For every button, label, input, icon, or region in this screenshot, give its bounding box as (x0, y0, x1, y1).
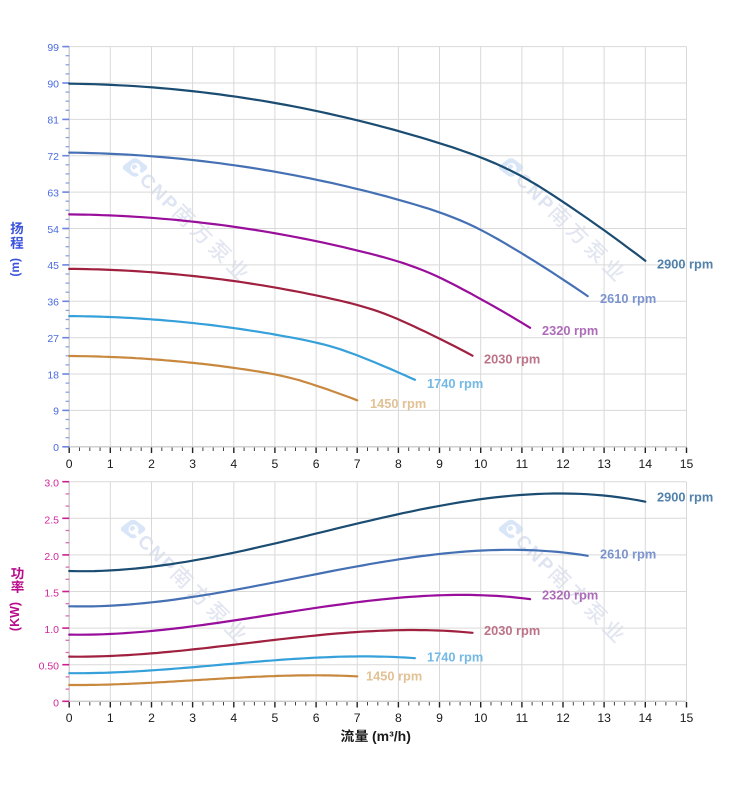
svg-text:1450 rpm: 1450 rpm (366, 669, 422, 684)
svg-text:2.0: 2.0 (44, 551, 59, 563)
svg-text:36: 36 (47, 297, 59, 309)
svg-text:0.50: 0.50 (39, 661, 60, 673)
svg-text:15: 15 (680, 457, 694, 471)
svg-text:90: 90 (47, 78, 59, 90)
svg-text:1450 rpm: 1450 rpm (370, 396, 426, 411)
svg-text:99: 99 (47, 42, 59, 54)
svg-text:14: 14 (639, 711, 653, 725)
svg-text:0: 0 (66, 457, 73, 471)
svg-text:8: 8 (395, 457, 402, 471)
svg-text:2.5: 2.5 (44, 514, 59, 526)
svg-text:54: 54 (47, 224, 59, 236)
svg-text:13: 13 (597, 457, 611, 471)
svg-text:18: 18 (47, 369, 59, 381)
svg-text:1.5: 1.5 (44, 588, 59, 600)
svg-text:11: 11 (516, 457, 529, 471)
svg-text:13: 13 (597, 711, 611, 725)
svg-text:72: 72 (47, 151, 59, 163)
svg-text:2900 rpm: 2900 rpm (657, 490, 713, 505)
svg-text:9: 9 (436, 457, 443, 471)
svg-text:4: 4 (230, 711, 237, 725)
svg-text:(m): (m) (8, 258, 22, 277)
svg-text:5: 5 (272, 457, 279, 471)
svg-text:6: 6 (313, 457, 320, 471)
svg-text:12: 12 (556, 711, 570, 725)
svg-text:27: 27 (47, 333, 59, 345)
svg-text:2320 rpm: 2320 rpm (542, 323, 598, 338)
svg-text:6: 6 (313, 711, 320, 725)
svg-text:3.0: 3.0 (44, 478, 59, 490)
svg-text:4: 4 (230, 457, 237, 471)
svg-text:45: 45 (47, 260, 59, 272)
svg-text:2: 2 (148, 711, 155, 725)
svg-text:7: 7 (354, 457, 361, 471)
svg-text:3: 3 (189, 457, 196, 471)
svg-text:0: 0 (66, 711, 73, 725)
svg-text:(m³/h): (m³/h) (372, 728, 411, 744)
svg-text:9: 9 (53, 406, 59, 418)
svg-text:5: 5 (272, 711, 279, 725)
svg-text:(KW): (KW) (8, 602, 22, 631)
svg-text:0: 0 (53, 442, 59, 454)
svg-text:2: 2 (148, 457, 155, 471)
svg-text:10: 10 (474, 711, 488, 725)
svg-text:8: 8 (395, 711, 402, 725)
svg-text:2320 rpm: 2320 rpm (542, 587, 598, 602)
svg-text:2610 rpm: 2610 rpm (600, 291, 656, 306)
svg-text:1: 1 (107, 457, 114, 471)
svg-text:2030 rpm: 2030 rpm (484, 352, 540, 367)
svg-text:1: 1 (107, 711, 114, 725)
svg-text:12: 12 (556, 457, 570, 471)
svg-text:1740 rpm: 1740 rpm (427, 376, 483, 391)
svg-text:2900 rpm: 2900 rpm (657, 257, 713, 272)
svg-text:0: 0 (53, 697, 59, 709)
svg-text:2610 rpm: 2610 rpm (600, 547, 656, 562)
svg-text:2030 rpm: 2030 rpm (484, 623, 540, 638)
svg-text:7: 7 (354, 711, 361, 725)
svg-text:1.0: 1.0 (44, 624, 59, 636)
svg-text:15: 15 (680, 711, 694, 725)
svg-text:10: 10 (474, 457, 488, 471)
svg-text:9: 9 (436, 711, 443, 725)
svg-text:1740 rpm: 1740 rpm (427, 650, 483, 665)
svg-text:3: 3 (189, 711, 196, 725)
svg-text:63: 63 (47, 187, 59, 199)
svg-text:81: 81 (47, 115, 59, 127)
svg-text:14: 14 (639, 457, 653, 471)
svg-text:11: 11 (516, 711, 529, 725)
